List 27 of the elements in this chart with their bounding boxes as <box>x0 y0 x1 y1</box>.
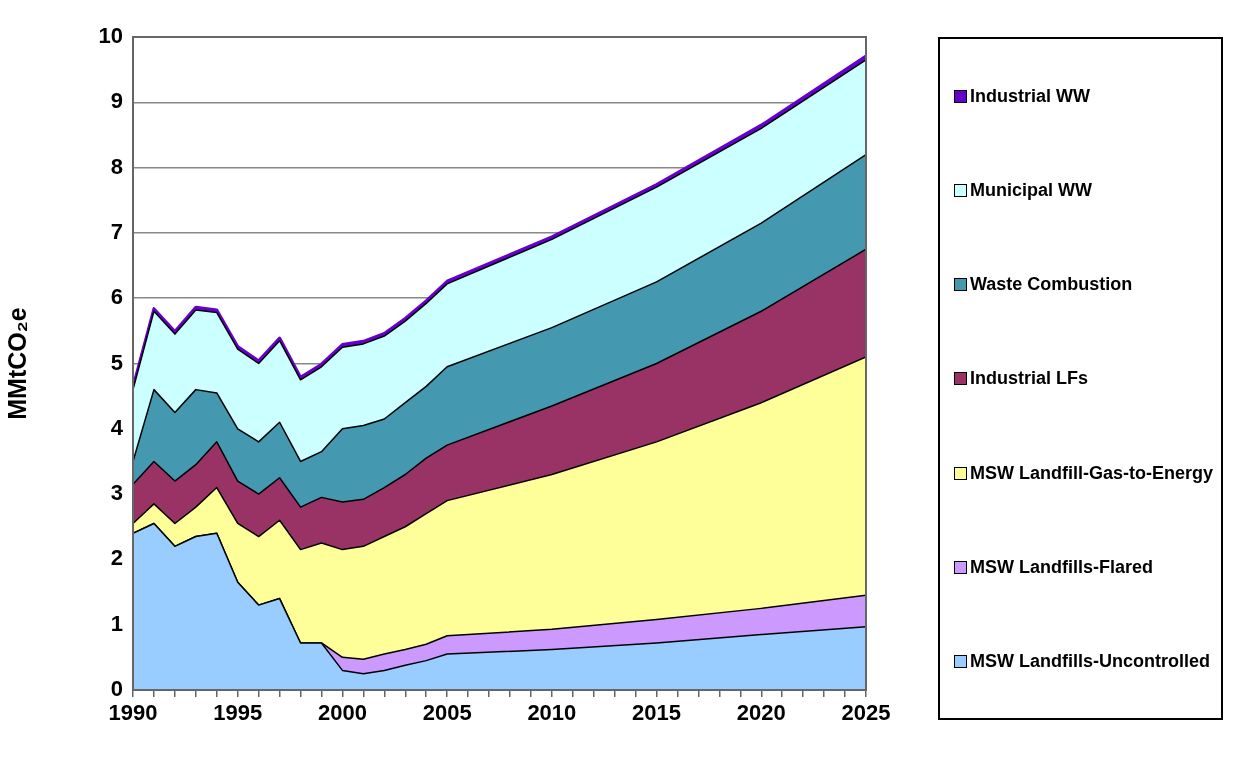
legend-label: MSW Landfills-Uncontrolled <box>970 649 1210 673</box>
x-tick-label: 1995 <box>213 700 263 726</box>
y-tick-label: 4 <box>110 414 124 440</box>
x-tick-label: 1990 <box>108 700 158 726</box>
y-tick-label: 5 <box>110 349 123 375</box>
legend-label: Waste Combustion <box>970 273 1133 297</box>
x-tick-label: 2010 <box>527 700 577 726</box>
x-tick-label: 2025 <box>841 700 891 726</box>
y-tick-label: 10 <box>98 23 123 49</box>
x-tick-label: 2015 <box>632 700 682 726</box>
y-tick-label: 6 <box>110 284 123 310</box>
y-tick-label: 0 <box>110 676 123 702</box>
x-tick-label: 2020 <box>736 700 786 726</box>
x-tick-label: 2000 <box>317 700 367 726</box>
y-tick-label: 2 <box>110 545 123 571</box>
legend-label: MSW Landfill-Gas-to-Energy <box>970 461 1213 485</box>
y-tick-label: 7 <box>110 218 123 244</box>
legend-label: Industrial LFs <box>970 367 1089 391</box>
y-tick-label: 3 <box>110 480 123 506</box>
x-tick-label: 2005 <box>422 700 472 726</box>
legend-label: Municipal WW <box>970 179 1092 203</box>
legend-label: Industrial WW <box>970 85 1090 109</box>
y-tick-label: 8 <box>110 153 123 179</box>
legend-label: MSW Landfills-Flared <box>970 555 1154 579</box>
y-tick-label: 1 <box>110 610 123 636</box>
y-axis-title: MMtCO₂e <box>2 307 31 420</box>
y-tick-label: 9 <box>110 88 123 114</box>
